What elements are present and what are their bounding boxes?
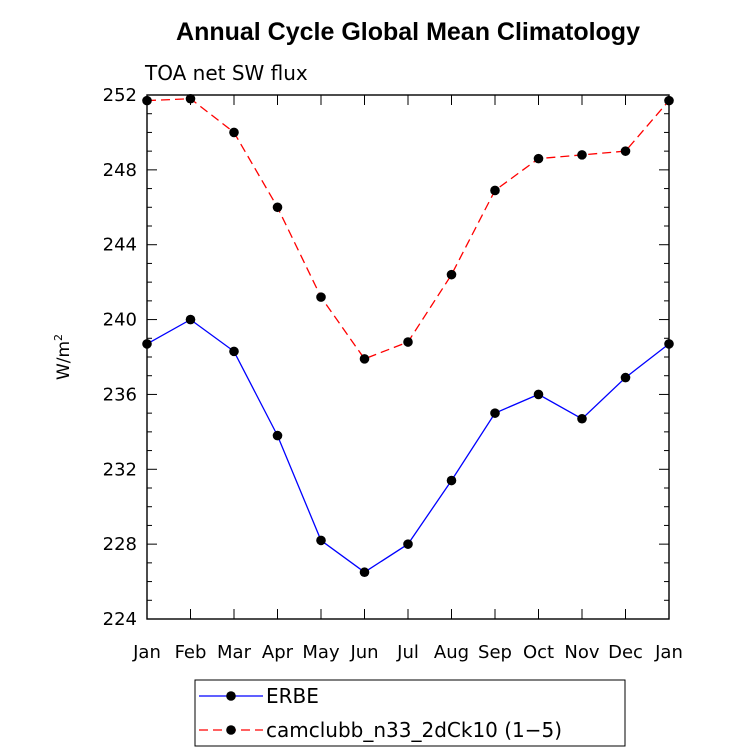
data-point — [533, 389, 544, 400]
y-tick-label: 252 — [103, 85, 137, 106]
data-point — [229, 346, 239, 357]
chart-title: Annual Cycle Global Mean Climatology — [176, 18, 640, 46]
y-axis-label-main: W/m — [54, 341, 74, 380]
data-point — [142, 339, 152, 349]
data-point — [272, 430, 283, 441]
data-point — [229, 127, 239, 138]
x-tick-label: Jul — [396, 642, 419, 663]
x-tick-label: Oct — [523, 642, 554, 663]
data-point — [316, 292, 326, 302]
legend: ERBE camclubb_n33_2dCk10 (1−5) — [194, 679, 626, 747]
x-tick-label: Feb — [175, 642, 207, 663]
data-point — [185, 314, 196, 325]
series-model — [142, 93, 674, 364]
legend-marker — [226, 725, 236, 735]
x-tick-label: Nov — [564, 642, 599, 663]
data-point — [142, 95, 152, 106]
y-tick-label: 248 — [103, 160, 137, 181]
data-point — [185, 93, 196, 104]
data-point — [577, 150, 587, 160]
legend-label: ERBE — [266, 684, 319, 708]
y-tick-label: 236 — [103, 384, 137, 405]
x-tick-label: Jun — [349, 642, 378, 663]
data-point — [403, 337, 413, 347]
chart-subtitle: TOA net SW flux — [144, 61, 308, 85]
data-point — [316, 535, 326, 546]
y-tick-label: 228 — [103, 534, 137, 555]
x-tick-label: Dec — [608, 642, 643, 663]
series-line — [146, 98, 670, 360]
legend-marker — [226, 691, 236, 701]
data-point — [403, 539, 413, 549]
x-tick-label: Sep — [478, 642, 512, 663]
data-point — [359, 354, 370, 364]
y-tick-label: 232 — [103, 459, 137, 480]
legend-label: camclubb_n33_2dCk10 (1−5) — [266, 718, 562, 742]
x-tick-label: Jan — [132, 642, 161, 663]
y-tick-label: 240 — [103, 310, 137, 331]
y-tick-label: 224 — [103, 609, 137, 630]
data-point — [446, 269, 457, 280]
series-line — [146, 318, 670, 573]
data-point — [533, 153, 544, 164]
y-axis-label-superscript: 2 — [52, 334, 65, 341]
series-erbe — [142, 314, 674, 578]
data-point — [490, 185, 500, 196]
x-tick-label: Apr — [262, 642, 294, 663]
data-point — [272, 202, 283, 213]
data-point — [359, 567, 370, 578]
data-point — [620, 372, 631, 383]
x-tick-label: Mar — [217, 642, 252, 663]
data-point — [664, 95, 674, 106]
data-point — [664, 339, 674, 349]
data-point — [620, 146, 631, 156]
data-point — [577, 413, 587, 424]
x-tick-label: Aug — [434, 642, 469, 663]
x-tick-label: Jan — [654, 642, 683, 663]
y-axis-label: W/m2 — [52, 334, 74, 380]
data-point — [490, 408, 500, 418]
legend-box — [194, 679, 626, 747]
x-tick-label: May — [302, 642, 340, 663]
data-point — [446, 475, 457, 486]
y-tick-label: 244 — [103, 235, 137, 256]
plot-area: 224 228 232 236 240 244 248 252 Jan Feb Mar Apr May J… — [103, 85, 683, 663]
